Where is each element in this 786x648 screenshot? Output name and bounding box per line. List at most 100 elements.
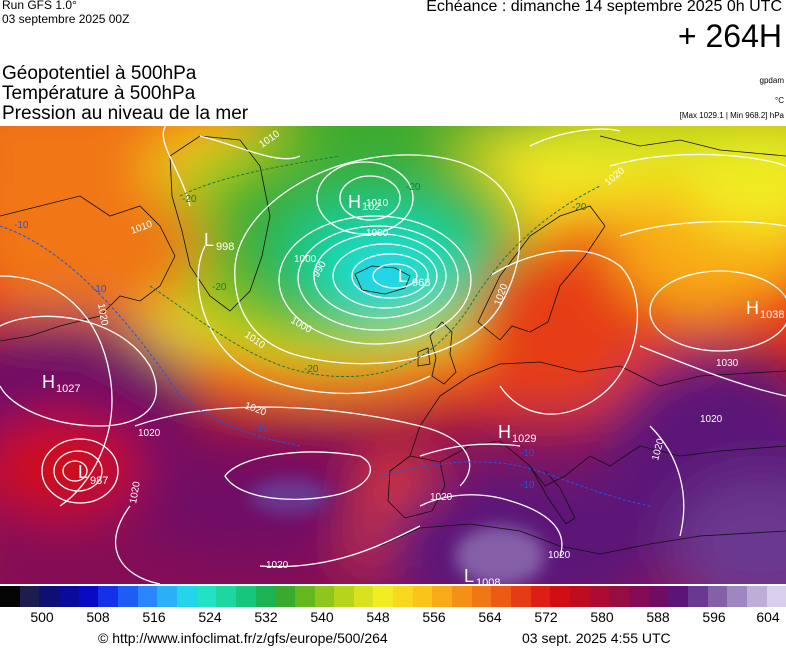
scale-swatch [412,586,433,607]
isobars [0,126,786,584]
isobar [0,275,113,507]
center-letter: L [78,462,88,482]
field-temperature: Température à 500hPa [2,83,196,104]
scale-swatch [216,586,236,607]
center-value: 1029 [512,433,536,445]
isotherm [149,185,601,378]
run-label: Run GFS 1.0° [2,0,77,12]
scale-swatch [58,586,79,607]
scale-swatch [78,586,99,607]
isobar [224,451,372,500]
center-letter: L [204,230,214,250]
pressure-centers: H 102 L 998 L 968 H 1038 H 1027 H 1029 [42,192,784,584]
isobar-label: 1020 [700,414,723,425]
center-value: 968 [412,277,430,289]
isobar [0,315,157,427]
isobar-label: 1020 [430,492,453,503]
isobar [114,505,421,584]
unit-celsius: °C [775,96,784,105]
isobar [53,450,103,492]
isobar [234,154,521,365]
scale-tick-label: 540 [310,609,334,625]
high-pressure-center: H 102 [348,192,380,213]
temperature-label: -10 [14,220,29,231]
low-pressure-center: L 998 [204,230,234,253]
isobar [339,175,401,221]
scale-swatch [629,586,649,607]
coast-iberia [387,455,446,519]
isobar [419,443,521,457]
scale-swatch [98,586,118,607]
isotherm [379,461,651,507]
scale-swatch [432,586,453,607]
lead-time: + 264H [677,18,782,54]
scale-swatch [648,586,669,607]
isobar-label: 1020 [95,303,110,327]
temperature-label: -20 [212,282,227,293]
isobar-label: 1010 [366,198,389,209]
scale-swatch [707,586,728,607]
scale-tick-label: 556 [422,609,446,625]
scale-tick-label: 572 [534,609,558,625]
center-value: 998 [216,241,234,253]
coast-greenland [169,135,271,312]
isobar [134,406,471,487]
scale-swatch [19,586,40,607]
scale-swatch [137,586,158,607]
isobar-label: 1030 [716,358,739,369]
isobar [297,225,459,331]
center-letter: L [464,566,474,584]
geopotential-shading [0,126,786,584]
scale-swatch [373,586,394,607]
temperature-label: -20 [406,182,421,193]
temperature-labels: -20 -20 -20 -20 -20 -10 -10 -10 -10 -10 [14,182,587,491]
scale-swatch [157,586,177,607]
scale-swatch [766,586,786,607]
scale-swatch [727,586,747,607]
forecast-map-graphic: 1010 1010 1000 990 1000 1010 1020 1020 1… [0,126,786,584]
scale-swatch [452,586,472,607]
scale-swatch [471,586,492,607]
isotherm [0,225,301,447]
isobar [419,494,563,557]
isobar-label: 1020 [138,428,161,439]
scale-swatch [334,586,354,607]
coast-scandinavia [477,205,606,341]
scale-swatch [39,586,59,607]
source-credit: © http://www.infoclimat.fr/z/gfs/europe/… [98,630,388,646]
temperature-label: -20 [304,364,319,375]
unit-gpdam: gpdam [759,76,784,85]
valid-time: Echéance : dimanche 14 septembre 2025 0h… [426,0,782,15]
center-value: 1008 [476,577,500,584]
low-pressure-center: L 968 [398,266,430,289]
isotherm [179,155,341,197]
scale-tick-label: 548 [366,609,390,625]
isotherms [0,155,651,507]
scale-swatch [570,586,590,607]
scale-swatch [491,586,512,607]
scale-swatch [275,586,295,607]
scale-swatch [511,586,531,607]
scale-tick-label: 564 [478,609,502,625]
center-value: 102 [362,201,380,213]
scale-swatch [668,586,688,607]
isobar [372,263,418,289]
high-pressure-center: H 1038 [746,298,784,321]
isobar [316,161,414,235]
scale-swatch [393,586,413,607]
low-pressure-center: L 1008 [464,566,500,584]
temperature-label: -10 [92,284,107,295]
center-value: 1038 [760,309,784,321]
run-date: 03 septembre 2025 00Z [2,12,130,26]
scale-swatch [589,586,610,607]
scale-swatch [609,586,629,607]
field-geopotential: Géopotentiel à 500hPa [2,63,197,84]
scale-swatch [294,586,315,607]
isobar [41,438,119,504]
center-letter: H [498,422,511,442]
scale-tick-label: 516 [142,609,166,625]
scale-tick-label: 500 [30,609,54,625]
field-pressure: Pression au niveau de la mer [2,103,249,124]
coast-north-africa [379,523,786,555]
scale-swatch [687,586,708,607]
